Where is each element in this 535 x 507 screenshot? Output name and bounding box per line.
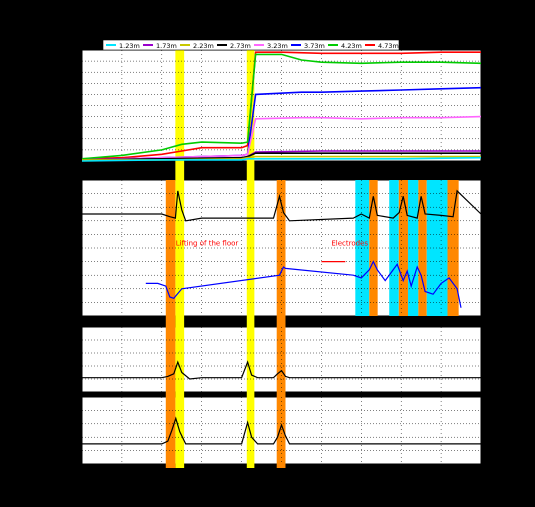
event-band-2 xyxy=(165,180,176,468)
event-band-11 xyxy=(447,180,459,316)
annotation-0: Lifting of the floor xyxy=(176,239,239,247)
event-band-0 xyxy=(175,50,185,468)
event-band-1 xyxy=(246,50,255,468)
legend-label-1.23m: 1.23m xyxy=(119,42,140,50)
legend-label-2.73m: 2.73m xyxy=(230,42,251,50)
series-temperature-2.73m xyxy=(81,152,481,161)
series-panel-2-black xyxy=(82,189,482,222)
event-band-10 xyxy=(426,180,448,316)
event-band-8 xyxy=(407,180,419,316)
legend-label-3.23m: 3.23m xyxy=(267,42,288,50)
legend-label-4.73m: 4.73m xyxy=(378,42,399,50)
series-panel-3-black xyxy=(82,360,481,380)
series-temperature-4.23m xyxy=(81,53,482,160)
legend-box xyxy=(102,39,400,51)
legend-label-1.73m: 1.73m xyxy=(156,42,177,50)
series-panel-4-black xyxy=(82,416,481,445)
legend-label-4.23m: 4.23m xyxy=(341,42,362,50)
event-band-9 xyxy=(418,180,427,316)
annotation-1: Electrodes xyxy=(331,239,368,247)
series-temperature-1.23m xyxy=(81,156,482,162)
event-band-3 xyxy=(276,180,286,468)
series-temperature-3.23m xyxy=(81,115,482,161)
legend-label-3.73m: 3.73m xyxy=(304,42,325,50)
event-band-4 xyxy=(355,180,370,316)
series-panel-2-blue xyxy=(145,260,462,308)
legend-label-2.23m: 2.23m xyxy=(193,42,214,50)
